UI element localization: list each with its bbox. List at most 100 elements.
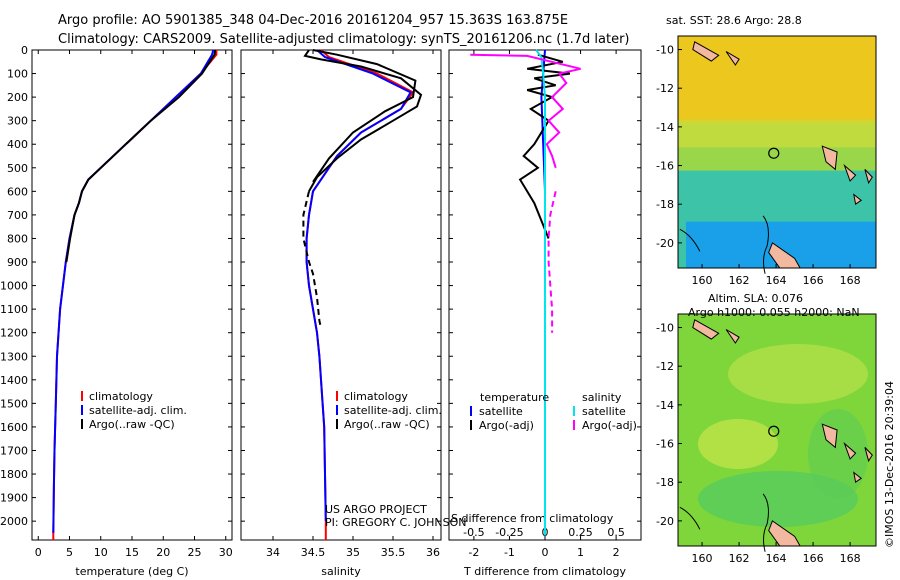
map-y-tick-label: -10 <box>656 44 674 57</box>
x-tick-label: 36 <box>426 546 440 559</box>
x2-tick-label: -0.5 <box>463 526 484 539</box>
sla-map-title1: Altim. SLA: 0.076 <box>708 292 803 305</box>
legend-label: Argo(..raw -QC) <box>89 418 175 431</box>
map-y-tick-label: -16 <box>656 160 674 173</box>
land-polygon <box>692 41 720 62</box>
series-salinity-argo-adj-dashed <box>547 191 557 333</box>
argo-position-marker <box>768 425 780 437</box>
y-tick-label: 500 <box>7 162 28 175</box>
map-x-tick-label: 166 <box>803 552 824 565</box>
y-tick-label: 1700 <box>0 444 28 457</box>
x-tick-label: 30 <box>219 546 233 559</box>
x-tick-label: -2 <box>468 546 479 559</box>
x-tick-label: 10 <box>94 546 108 559</box>
x-tick-label: 2 <box>613 546 620 559</box>
map-frame <box>677 313 877 547</box>
y-tick-label: 1000 <box>0 280 28 293</box>
temperature-profile-chart: 0100200300400500600700800900100011001200… <box>0 44 233 578</box>
legend-header-salinity: salinity <box>582 391 622 404</box>
x-tick-label: 25 <box>188 546 202 559</box>
y-tick-label: 700 <box>7 209 28 222</box>
land-polygon <box>843 441 857 460</box>
series-argo-raw-qc- <box>65 49 217 263</box>
x-tick-label: 34 <box>266 546 280 559</box>
legend-label: satellite-adj. clim. <box>344 404 442 417</box>
legend-label: climatology <box>344 390 408 403</box>
y-tick-label: 1800 <box>0 468 28 481</box>
plot-frame <box>240 49 442 541</box>
map-x-tick-label: 168 <box>840 552 861 565</box>
y-tick-label: 0 <box>21 44 28 57</box>
y-tick-label: 900 <box>7 256 28 269</box>
map-y-tick-label: -12 <box>656 82 674 95</box>
series-temperature-argo-adj- <box>518 53 571 239</box>
sst-map-title: sat. SST: 28.6 Argo: 28.8 <box>666 14 802 27</box>
legend-label: satellite <box>479 405 523 418</box>
y-tick-label: 200 <box>7 91 28 104</box>
y-tick-label: 1900 <box>0 492 28 505</box>
series-argo-raw-qc-a <box>303 49 423 192</box>
legend-label: satellite-adj. clim. <box>89 404 187 417</box>
difference-profile-chart: -2 -1 0 1 2-0.5 -0.25 0 0.25 0.5S difference fro… <box>448 49 642 578</box>
y-tick-label: 1200 <box>0 327 28 340</box>
sla-high-region <box>698 419 778 469</box>
x-tick-label: -1 <box>504 546 515 559</box>
map-y-tick-label: -16 <box>656 438 674 451</box>
land-polygon <box>853 193 863 206</box>
x-axis-label: temperature (deg C) <box>75 565 188 578</box>
x-tick-label: 35.5 <box>381 546 406 559</box>
x-tick-label: 20 <box>156 546 170 559</box>
map-y-tick-label: -18 <box>656 198 674 211</box>
x-tick-label: 15 <box>125 546 139 559</box>
map-x-tick-label: 166 <box>803 274 824 287</box>
y-tick-label: 1600 <box>0 421 28 434</box>
legend-label: satellite <box>582 405 626 418</box>
legend-header-temperature: temperature <box>480 391 549 404</box>
sla-map-title2: Argo h1000: 0.055 h2000: NaN <box>688 306 860 319</box>
x2-tick-label: -0.25 <box>495 526 523 539</box>
series-argo-raw-qc-b <box>312 49 417 183</box>
legend-label: Argo(-adj) <box>582 419 637 432</box>
annotation-pi: PI: GREGORY C. JOHNSON <box>325 516 466 529</box>
y-tick-label: 1500 <box>0 397 28 410</box>
legend-label: climatology <box>89 390 153 403</box>
reef-outline <box>762 493 769 552</box>
map-y-tick-label: -14 <box>656 399 674 412</box>
sla-map: 160 162 164 166 168 -10 -12 -14 -16 -18 -20 <box>656 313 877 565</box>
y-tick-label: 1300 <box>0 350 28 363</box>
map-x-tick-label: 160 <box>692 552 713 565</box>
map-y-tick-label: -10 <box>656 322 674 335</box>
map-x-tick-label: 164 <box>766 552 787 565</box>
y-tick-label: 1400 <box>0 374 28 387</box>
series-salinity-argo-adj- <box>470 53 581 169</box>
series-satellite-adj-clim- <box>305 49 413 522</box>
x-tick-label: 0 <box>542 546 549 559</box>
x2-tick-label: 0.25 <box>568 526 593 539</box>
land-polygon <box>692 319 720 340</box>
legend-label: Argo(..raw -QC) <box>344 418 430 431</box>
x-tick-label: 34.5 <box>301 546 326 559</box>
sst-transition-band <box>678 119 876 148</box>
series-salinity-satellite <box>535 49 546 536</box>
x2-axis-label: S difference from climatology <box>451 512 614 525</box>
map-y-tick-label: -12 <box>656 360 674 373</box>
land-polygon <box>821 145 838 171</box>
map-x-tick-label: 160 <box>692 274 713 287</box>
sla-low-region <box>808 409 868 499</box>
land-polygon <box>843 163 857 182</box>
map-frame <box>677 35 877 269</box>
land-polygon <box>725 51 740 66</box>
x2-tick-label: 0.5 <box>607 526 625 539</box>
argo-position-marker <box>768 147 780 159</box>
legend: temperature salinitysatelliteArgo(-adj)sa… <box>470 391 637 432</box>
x-axis-label: salinity <box>321 565 361 578</box>
annotation-project: US ARGO PROJECT <box>325 503 427 516</box>
x-tick-label: 5 <box>66 546 73 559</box>
y-tick-label: 1100 <box>0 303 28 316</box>
map-x-tick-label: 164 <box>766 274 787 287</box>
map-y-tick-label: -14 <box>656 121 674 134</box>
y-tick-label: 100 <box>7 68 28 81</box>
